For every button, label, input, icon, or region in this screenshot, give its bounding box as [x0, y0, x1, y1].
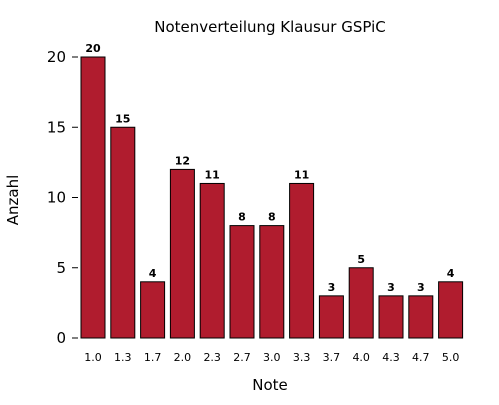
bar	[408, 295, 434, 339]
y-axis: 0 5 10 15 20	[47, 48, 78, 347]
y-tick-label: 0	[56, 329, 66, 347]
bar	[438, 281, 464, 339]
bar-value-label: 11	[294, 168, 309, 181]
y-axis-label: Anzahl	[4, 175, 22, 226]
bar-value-label: 15	[115, 112, 130, 125]
bar	[140, 281, 166, 339]
bar	[110, 126, 136, 339]
bar	[199, 182, 225, 339]
x-tick-label: 3.0	[263, 351, 281, 364]
x-tick-label: 3.3	[293, 351, 311, 364]
bar	[289, 182, 315, 339]
y-tick-label: 5	[56, 259, 66, 277]
bar	[229, 225, 255, 339]
x-tick-label: 3.7	[323, 351, 341, 364]
y-tick-label: 20	[47, 48, 66, 66]
bar-value-label: 3	[417, 281, 425, 294]
x-tick-label: 1.3	[114, 351, 132, 364]
x-tick-label: 4.0	[352, 351, 370, 364]
bar-value-label: 11	[205, 168, 220, 181]
y-tick-label: 10	[47, 189, 66, 207]
bar-value-label: 5	[357, 253, 365, 266]
bar-value-label: 4	[447, 267, 455, 280]
bar-value-label: 8	[268, 211, 276, 224]
x-tick-label: 5.0	[442, 351, 460, 364]
bar	[80, 56, 106, 339]
bar-value-label: 20	[85, 42, 101, 55]
bar-value-label: 8	[238, 211, 246, 224]
bar	[318, 295, 344, 339]
bar-value-label: 3	[328, 281, 336, 294]
x-axis-label: Note	[252, 376, 288, 394]
x-tick-label: 4.7	[412, 351, 430, 364]
bar-value-label: 12	[175, 154, 190, 167]
chart-title: Notenverteilung Klausur GSPiC	[154, 18, 386, 36]
bar	[169, 168, 195, 339]
x-tick-label: 2.3	[203, 351, 221, 364]
x-axis: 1.0 1.3 1.7 2.0 2.3 2.7 3.0 3.3 3.7 4.0 4.3 4.7 5.0	[84, 351, 459, 364]
x-tick-label: 1.7	[144, 351, 162, 364]
bar	[348, 267, 374, 339]
bar	[259, 225, 285, 339]
x-tick-label: 1.0	[84, 351, 102, 364]
bar-value-label: 4	[149, 267, 157, 280]
x-tick-label: 4.3	[382, 351, 400, 364]
x-tick-label: 2.0	[174, 351, 192, 364]
bar-value-label: 3	[387, 281, 395, 294]
bar	[378, 295, 404, 339]
y-tick-label: 15	[47, 118, 66, 136]
x-tick-label: 2.7	[233, 351, 251, 364]
bars: 20 15 4 12 11 8 8 11 3 5 3 3 4	[80, 42, 464, 339]
